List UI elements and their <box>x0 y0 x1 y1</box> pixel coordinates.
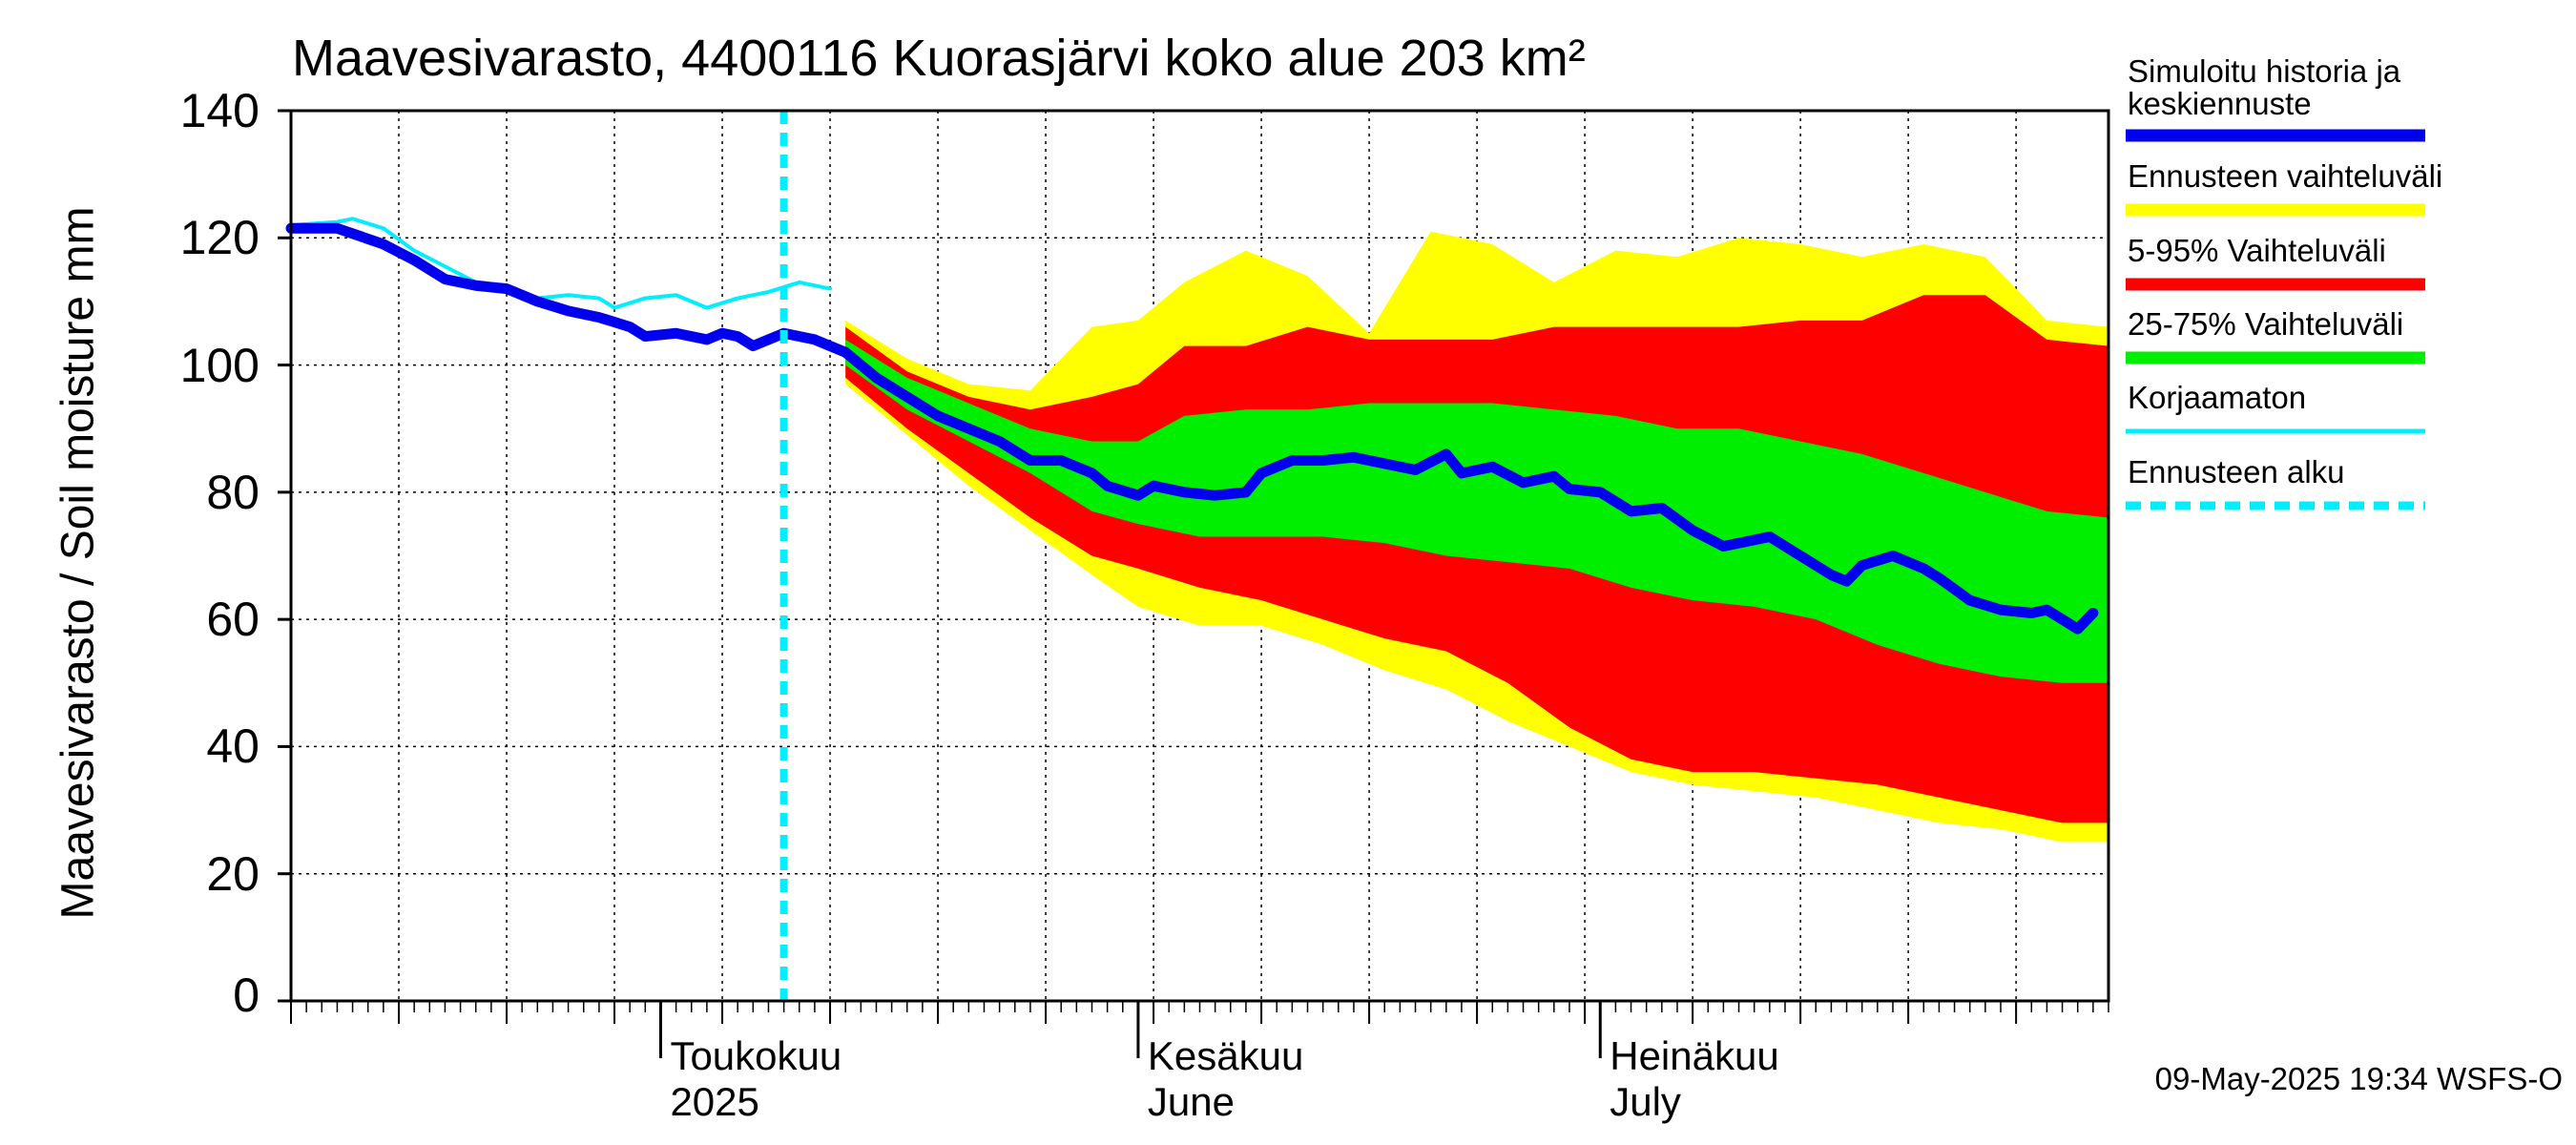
chart-title: Maavesivarasto, 4400116 Kuorasjärvi koko… <box>292 30 1586 87</box>
y-tick-label: 60 <box>206 593 260 647</box>
legend-label: Korjaamaton <box>2128 382 2306 414</box>
y-tick-label: 40 <box>206 719 260 774</box>
legend-label-line: keskiennuste <box>2128 86 2312 121</box>
band-25-75 <box>845 339 2109 683</box>
legend-label: Ennusteen vaihteluväli <box>2128 160 2442 193</box>
month-label: Toukokuu 2025 <box>670 1033 841 1125</box>
legend-label: Simuloitu historia ja keskiennuste <box>2128 55 2400 120</box>
line-mean-forecast <box>840 346 2099 635</box>
plot-frame <box>289 109 2110 1003</box>
legend-swatches <box>2126 129 2425 510</box>
bands <box>845 231 2109 843</box>
y-tick-label: 140 <box>179 84 260 137</box>
legend-label-line: 5-95% Vaihteluväli <box>2128 233 2386 268</box>
month-label: Heinäkuu July <box>1610 1033 1778 1125</box>
month-label: Kesäkuu June <box>1148 1033 1303 1125</box>
line-history <box>285 222 851 358</box>
y-axis-label: Maavesivarasto / Soil moisture mm <box>52 206 104 920</box>
legend-label: 25-75% Vaihteluväli <box>2128 308 2403 341</box>
month-label-line1: Toukokuu <box>670 1033 842 1078</box>
y-tick-label: 80 <box>206 465 260 519</box>
legend-label-line: 25-75% Vaihteluväli <box>2128 306 2404 342</box>
legend-label-line: Ennusteen alku <box>2128 454 2345 489</box>
month-label-line2: June <box>1147 1079 1235 1124</box>
y-tick-label: 100 <box>179 338 260 392</box>
y-tick-label: 120 <box>179 211 260 265</box>
y-tick-label: 0 <box>233 968 260 1022</box>
lines <box>285 217 2099 635</box>
legend-label: Ennusteen alku <box>2128 456 2345 489</box>
line-uncorrected <box>289 217 833 310</box>
legend-label-line: Ennusteen vaihteluväli <box>2128 158 2443 194</box>
legend-label: 5-95% Vaihteluväli <box>2128 235 2386 267</box>
legend-label-line: Korjaamaton <box>2128 380 2307 415</box>
legend-label-line: Simuloitu historia ja <box>2128 53 2401 89</box>
month-label-line1: Heinäkuu <box>1610 1033 1779 1078</box>
y-tick-label: 20 <box>206 846 260 901</box>
month-label-line2: July <box>1610 1079 1681 1124</box>
month-label-line1: Kesäkuu <box>1147 1033 1304 1078</box>
footer-timestamp: 09-May-2025 19:34 WSFS-O <box>2154 1061 2563 1096</box>
month-label-line2: 2025 <box>670 1079 759 1124</box>
